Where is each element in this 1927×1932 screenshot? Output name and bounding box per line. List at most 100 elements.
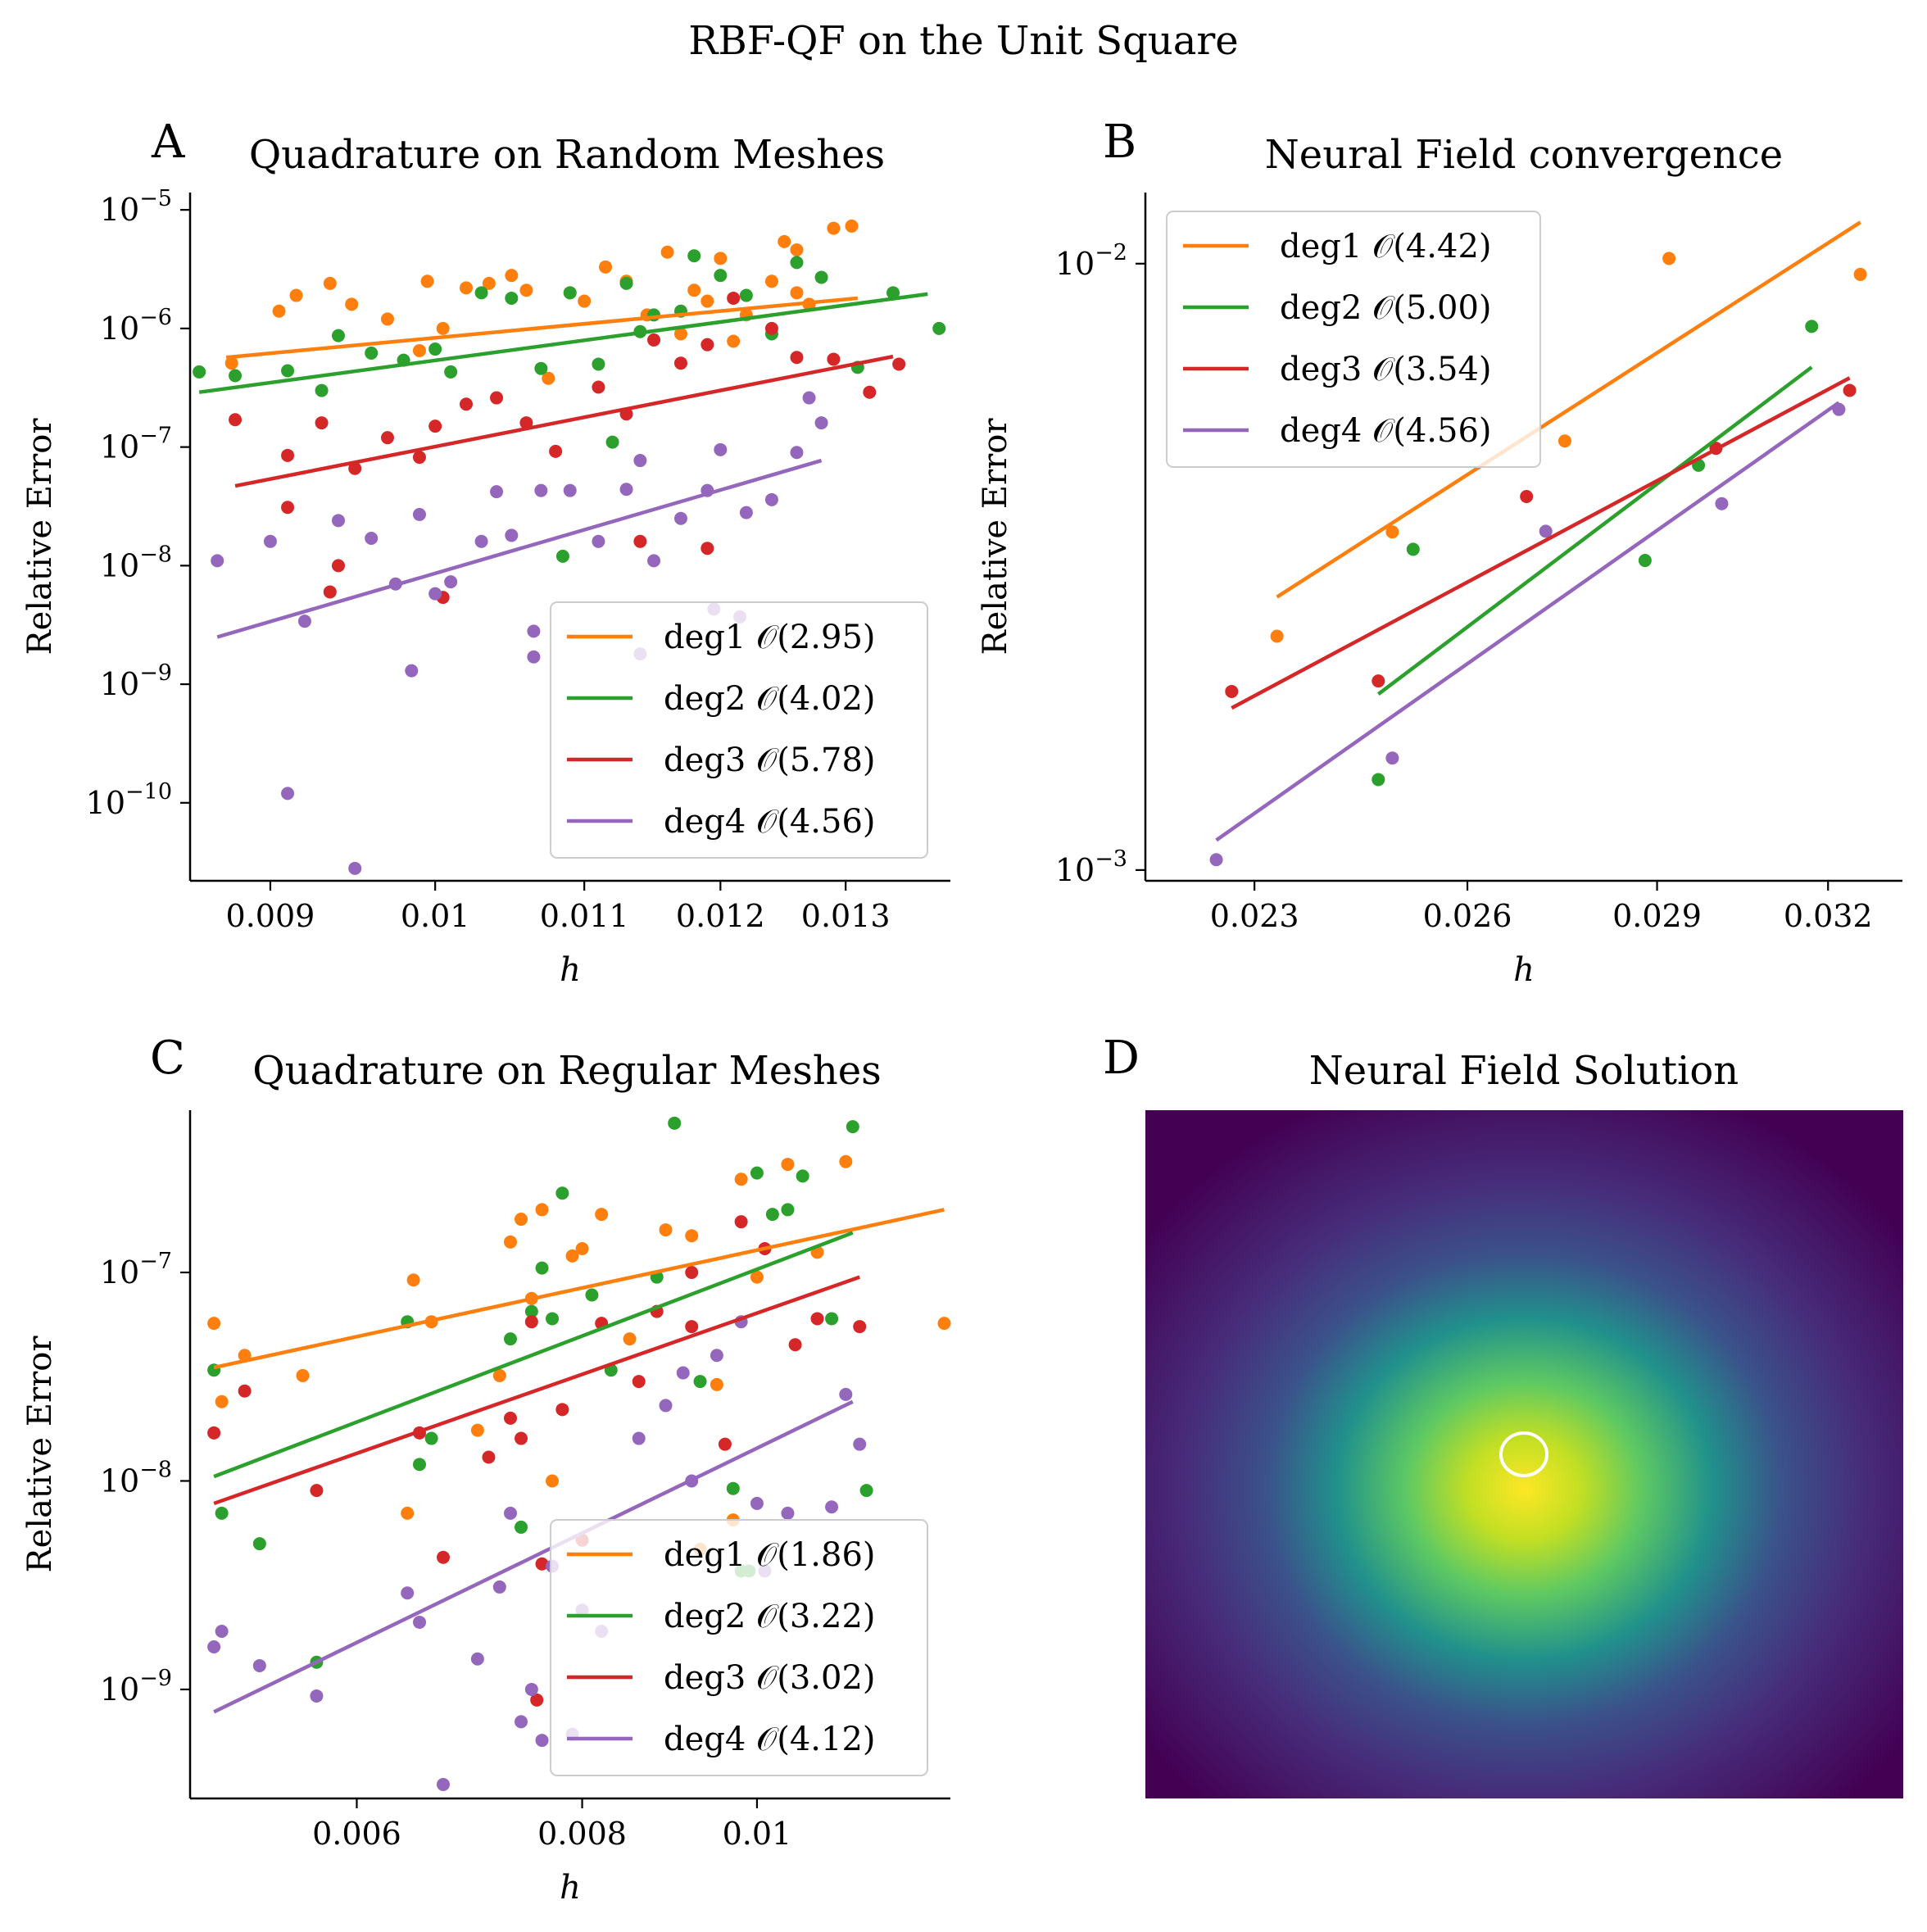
legend-box bbox=[550, 601, 928, 859]
deg3-point bbox=[459, 397, 473, 411]
deg4-point bbox=[524, 1682, 538, 1696]
heatmap-image bbox=[1145, 1110, 1903, 1798]
deg2-point bbox=[504, 1332, 518, 1346]
y-tick-label: 10−10 bbox=[86, 779, 172, 821]
deg2-point bbox=[814, 270, 828, 284]
deg1-point bbox=[535, 1203, 549, 1217]
deg4-point bbox=[474, 534, 488, 548]
panel-c-axes: 0.006 0.008 0.01 10−9 10−8 10−7 h Relative Erro… bbox=[21, 1110, 951, 1907]
deg1-point bbox=[470, 1423, 484, 1437]
deg1-point bbox=[272, 304, 286, 318]
deg2-fit-line bbox=[213, 1231, 854, 1479]
x-axis-label: h bbox=[1513, 951, 1535, 989]
deg3-point bbox=[685, 1320, 699, 1334]
deg3-point bbox=[515, 1431, 528, 1445]
panel-a-axes: 0.009 0.01 0.011 0.012 0.013 10−10 10−9 10−8 10−… bbox=[21, 186, 950, 989]
deg1-point bbox=[215, 1395, 229, 1408]
deg4-point bbox=[405, 664, 419, 678]
deg1-point bbox=[575, 1242, 589, 1256]
deg2-point bbox=[365, 346, 379, 360]
deg3-legend-label: deg3 𝒪(3.02) bbox=[664, 1659, 876, 1697]
panel-c-title: Quadrature on Regular Meshes bbox=[252, 1048, 882, 1094]
deg4-point bbox=[535, 1734, 549, 1748]
deg2-point bbox=[444, 365, 458, 379]
deg1-legend-label: deg1 𝒪(1.86) bbox=[664, 1536, 876, 1574]
deg4-point bbox=[401, 1586, 415, 1600]
x-tick-label: 0.023 bbox=[1210, 898, 1299, 934]
legend: deg1 𝒪(1.86) deg2 𝒪(3.22) deg3 𝒪(3.02) deg4… bbox=[550, 1519, 928, 1776]
deg4-point bbox=[492, 1580, 506, 1594]
panel-d-neural-field-solution: D Neural Field Solution bbox=[1103, 1032, 1903, 1798]
deg4-point bbox=[633, 454, 647, 468]
deg4-point bbox=[764, 492, 778, 506]
deg3-legend-label: deg3 𝒪(3.54) bbox=[1280, 351, 1492, 388]
deg3-point bbox=[718, 1437, 732, 1451]
deg3-point bbox=[1520, 490, 1534, 504]
deg4-point bbox=[853, 1437, 867, 1451]
deg2-point bbox=[1805, 320, 1819, 333]
deg4-point bbox=[504, 1506, 518, 1520]
panel-d-title: Neural Field Solution bbox=[1309, 1048, 1739, 1094]
deg2-point bbox=[825, 1312, 839, 1326]
deg2-point bbox=[474, 286, 488, 300]
deg1-point bbox=[459, 281, 473, 295]
deg2-legend-label: deg2 𝒪(3.22) bbox=[664, 1598, 876, 1635]
deg3-point bbox=[504, 1411, 518, 1425]
x-tick-label: 0.008 bbox=[537, 1816, 627, 1852]
x-tick-label: 0.013 bbox=[801, 898, 891, 934]
deg4-point bbox=[470, 1652, 484, 1666]
deg3-legend-label: deg3 𝒪(5.78) bbox=[664, 742, 876, 779]
deg2-legend-label: deg2 𝒪(5.00) bbox=[1280, 289, 1492, 327]
deg4-fit-line bbox=[1215, 401, 1840, 842]
deg1-point bbox=[660, 245, 674, 259]
x-tick-label: 0.029 bbox=[1612, 898, 1702, 934]
deg3-point bbox=[530, 1693, 544, 1707]
deg3-point bbox=[853, 1320, 867, 1334]
panel-label-b: B bbox=[1103, 116, 1136, 169]
deg3-point bbox=[524, 1315, 538, 1329]
deg2-point bbox=[668, 1116, 682, 1130]
panel-b-axes: 0.023 0.026 0.029 0.032 10−3 10−2 h Relative Er… bbox=[977, 193, 1902, 989]
deg3-point bbox=[701, 338, 714, 351]
deg2-point bbox=[555, 1186, 569, 1200]
deg2-point bbox=[1372, 773, 1385, 787]
deg2-point bbox=[739, 288, 753, 302]
deg3-point bbox=[673, 356, 687, 370]
deg1-point bbox=[827, 221, 841, 235]
deg2-point bbox=[605, 435, 619, 449]
deg1-point bbox=[839, 1154, 853, 1168]
deg3-fit-line bbox=[1231, 376, 1851, 710]
deg2-point bbox=[714, 269, 728, 283]
deg4-point bbox=[211, 554, 224, 568]
deg2-point bbox=[428, 342, 442, 356]
deg4-point bbox=[1385, 751, 1399, 765]
panel-b-neural-field-convergence: B Neural Field convergence 0.023 0.026 0.0… bbox=[977, 116, 1902, 989]
deg2-point bbox=[765, 1208, 779, 1222]
deg2-point bbox=[592, 357, 605, 371]
deg4-point bbox=[263, 534, 277, 548]
deg2-point bbox=[619, 276, 633, 290]
deg2-point bbox=[546, 1312, 560, 1326]
deg4-point bbox=[444, 575, 458, 589]
deg3-fit-line bbox=[234, 354, 894, 488]
deg3-point bbox=[238, 1384, 252, 1398]
deg2-point bbox=[790, 256, 804, 270]
deg4-point bbox=[647, 554, 661, 568]
x-tick-label: 0.026 bbox=[1423, 898, 1512, 934]
y-tick-label: 10−6 bbox=[100, 305, 172, 347]
deg1-fit-line bbox=[1276, 220, 1861, 599]
deg2-point bbox=[781, 1203, 795, 1217]
deg3-point bbox=[549, 444, 563, 458]
deg3-point bbox=[412, 451, 426, 465]
deg3-point bbox=[323, 585, 337, 599]
deg2-point bbox=[515, 1520, 528, 1534]
y-axis-label: Relative Error bbox=[21, 418, 59, 655]
deg1-point bbox=[515, 1213, 528, 1227]
deg1-point bbox=[412, 343, 426, 357]
deg4-legend-label: deg4 𝒪(4.56) bbox=[1280, 412, 1492, 450]
deg4-point bbox=[505, 528, 519, 542]
deg4-point bbox=[428, 587, 442, 601]
deg4-point bbox=[781, 1506, 795, 1520]
deg1-legend-label: deg1 𝒪(2.95) bbox=[664, 619, 876, 656]
deg1-point bbox=[764, 274, 778, 288]
